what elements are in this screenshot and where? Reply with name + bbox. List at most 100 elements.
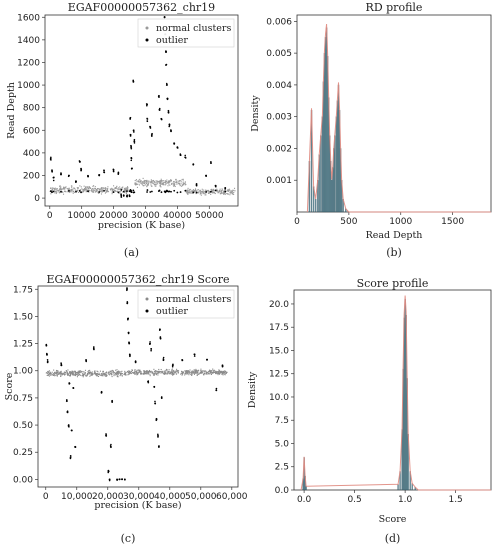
point-normal bbox=[205, 194, 207, 196]
point-outlier bbox=[224, 190, 227, 193]
point-normal bbox=[120, 372, 123, 374]
legend-box bbox=[137, 18, 235, 48]
point-normal bbox=[66, 187, 68, 190]
point-outlier bbox=[110, 446, 112, 449]
point-normal bbox=[150, 370, 152, 372]
point-normal bbox=[190, 372, 192, 374]
point-normal bbox=[216, 189, 219, 191]
point-normal bbox=[156, 372, 158, 374]
point-normal bbox=[175, 181, 177, 183]
point-normal bbox=[230, 190, 232, 192]
point-normal bbox=[93, 187, 95, 189]
point-normal bbox=[71, 186, 73, 188]
point-normal bbox=[124, 373, 126, 375]
point-normal bbox=[153, 373, 155, 375]
point-normal bbox=[162, 181, 164, 184]
panel-caption: (b) bbox=[386, 246, 402, 259]
point-normal bbox=[220, 192, 222, 194]
point-outlier bbox=[150, 134, 153, 137]
point-outlier bbox=[154, 402, 156, 405]
point-normal bbox=[90, 372, 93, 374]
point-normal bbox=[232, 189, 234, 191]
point-outlier bbox=[112, 191, 115, 194]
point-normal bbox=[173, 182, 175, 184]
point-normal bbox=[105, 190, 107, 192]
point-normal bbox=[147, 370, 150, 372]
point-normal bbox=[116, 369, 118, 371]
point-normal bbox=[176, 370, 178, 372]
point-normal bbox=[186, 370, 188, 372]
point-normal bbox=[207, 189, 209, 192]
point-outlier bbox=[112, 168, 115, 171]
point-outlier bbox=[153, 386, 156, 388]
point-normal bbox=[226, 193, 228, 195]
point-outlier bbox=[147, 380, 150, 382]
x-tick-label: 0.0 bbox=[297, 495, 312, 505]
point-normal bbox=[154, 372, 157, 374]
point-outlier bbox=[176, 191, 179, 194]
point-normal bbox=[121, 375, 123, 377]
point-normal bbox=[65, 371, 67, 374]
point-normal bbox=[152, 374, 155, 376]
point-normal bbox=[194, 188, 197, 190]
point-normal bbox=[106, 374, 108, 377]
point-normal bbox=[147, 373, 149, 375]
point-outlier bbox=[176, 146, 179, 149]
point-normal bbox=[97, 188, 99, 190]
point-normal bbox=[181, 372, 183, 374]
point-normal bbox=[199, 191, 201, 193]
point-normal bbox=[109, 188, 111, 190]
point-outlier bbox=[110, 443, 112, 446]
point-normal bbox=[149, 375, 151, 377]
point-normal bbox=[137, 183, 139, 185]
point-normal bbox=[214, 371, 216, 374]
x-axis-label: Score bbox=[379, 514, 407, 525]
point-outlier bbox=[167, 111, 170, 113]
point-normal bbox=[211, 188, 213, 190]
point-normal bbox=[165, 182, 167, 184]
histogram-bar bbox=[323, 52, 326, 213]
panel-caption: (a) bbox=[124, 246, 139, 259]
point-normal bbox=[155, 180, 157, 182]
legend-label-outlier: outlier bbox=[156, 306, 188, 317]
legend-box bbox=[137, 289, 235, 319]
point-normal bbox=[210, 371, 212, 373]
point-normal bbox=[229, 194, 231, 196]
point-outlier bbox=[128, 194, 131, 196]
point-normal bbox=[194, 372, 196, 374]
point-outlier bbox=[150, 347, 152, 350]
point-normal bbox=[68, 374, 70, 376]
point-normal bbox=[153, 182, 155, 184]
point-outlier bbox=[68, 382, 71, 384]
point-normal bbox=[171, 368, 173, 370]
point-normal bbox=[92, 191, 94, 193]
point-normal bbox=[67, 188, 69, 190]
point-normal bbox=[168, 182, 170, 184]
point-outlier bbox=[168, 124, 171, 127]
point-normal bbox=[50, 374, 52, 376]
point-normal bbox=[97, 192, 99, 194]
point-outlier bbox=[108, 478, 111, 481]
point-normal bbox=[98, 373, 100, 376]
point-normal bbox=[63, 371, 65, 373]
point-normal bbox=[53, 369, 55, 371]
point-normal bbox=[58, 189, 60, 191]
point-outlier bbox=[103, 171, 106, 174]
point-normal bbox=[223, 190, 225, 192]
point-normal bbox=[175, 370, 177, 372]
point-normal bbox=[141, 181, 143, 183]
point-normal bbox=[50, 372, 52, 374]
point-normal bbox=[73, 191, 76, 193]
point-normal bbox=[197, 369, 200, 371]
point-normal bbox=[111, 376, 113, 378]
point-outlier bbox=[221, 365, 224, 368]
point-normal bbox=[158, 368, 160, 370]
point-normal bbox=[124, 374, 126, 376]
point-outlier bbox=[146, 117, 148, 120]
x-tick-label: 50000 bbox=[195, 211, 224, 221]
y-axis-label: Read Depth bbox=[6, 82, 17, 139]
point-normal bbox=[91, 373, 93, 375]
point-normal bbox=[152, 180, 154, 182]
point-normal bbox=[110, 372, 112, 374]
